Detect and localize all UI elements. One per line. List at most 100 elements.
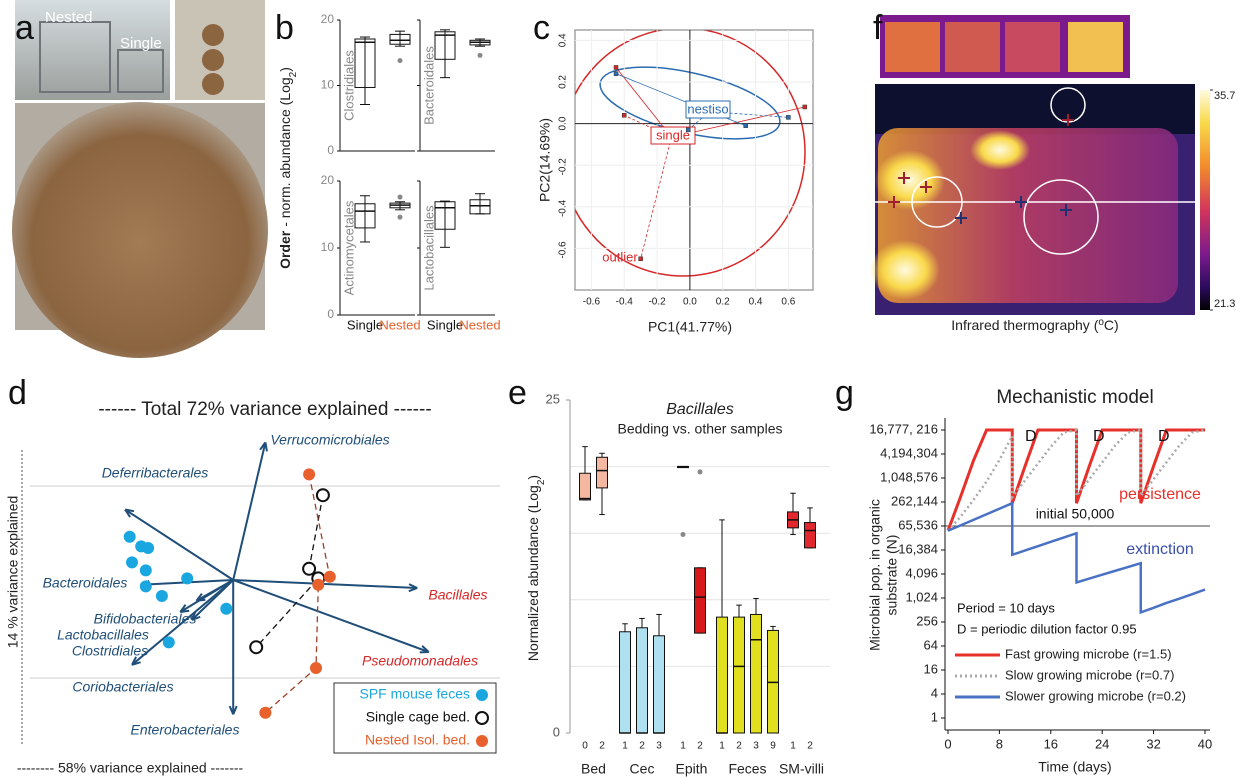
x-tick-label: 0 [944, 736, 951, 751]
y-tick-label: 0 [327, 307, 334, 321]
thermal-box [1068, 22, 1123, 72]
annotation: extinction [1126, 541, 1194, 558]
thermal-dark [875, 84, 1195, 134]
point [124, 531, 136, 543]
panel-letter: a [15, 9, 34, 47]
subplot-name: Actinomycetales [341, 200, 356, 295]
outlier [398, 215, 403, 220]
arrow-label: Bacillales [428, 587, 487, 603]
y-axis-label: Microbial pop. in organic [867, 499, 883, 651]
legend-label: Slower growing microbe (r=0.2) [1005, 688, 1186, 703]
sample-label: 1 [719, 741, 725, 752]
y-tick-label: 25 [546, 391, 560, 406]
ball [202, 49, 224, 71]
sample-label: 3 [656, 741, 662, 752]
sample-label: 2 [697, 741, 703, 752]
point [614, 65, 618, 69]
y-tick-label: 20 [321, 12, 335, 26]
point [303, 563, 315, 575]
legend-label: SPF mouse feces [360, 686, 471, 702]
point [639, 257, 643, 261]
annotation: initial 50,000 [1036, 506, 1115, 522]
y-tick-label: 4,194,304 [880, 445, 938, 460]
y-tick-label: 4 [931, 685, 938, 700]
sample-label: 2 [807, 741, 813, 752]
y-axis-label: 14 % variance explained [5, 496, 21, 649]
y-tick-label: 16 [924, 661, 938, 676]
annotation: D = periodic dilution factor 0.95 [957, 621, 1137, 636]
sample-label: 1 [790, 741, 796, 752]
chart-title: Bacillales [666, 401, 734, 418]
subplot-name: Lactobacillales [421, 205, 436, 291]
y-tick-label: 0 [553, 724, 560, 739]
x-axis-label: PC1(41.77%) [648, 319, 732, 335]
sample-label: 2 [599, 741, 605, 752]
annotation: D [1093, 428, 1105, 445]
y-tick-label: 256 [916, 613, 938, 628]
group-label: Bed [581, 761, 606, 777]
subplot-name: Bacteroidales [421, 46, 436, 125]
y-label-part: Normalized abundance (Log [525, 485, 541, 661]
loading-arrow [233, 580, 429, 652]
y-tick-label: 0.0 [558, 116, 569, 130]
group-label: Epith [676, 761, 708, 777]
panel-f-image [870, 15, 1210, 315]
point [126, 556, 138, 568]
outlier [698, 469, 703, 474]
arrow-label: Coriobacteriales [72, 679, 173, 695]
page: { "panel_labels": ["a", "b", "c", "d", "… [0, 0, 1237, 777]
y-tick-label: 1 [931, 709, 938, 724]
y-tick-label: 262,144 [891, 493, 938, 508]
x-tick-label: 24 [1095, 736, 1109, 751]
arrow-label: Bacteroidales [43, 575, 128, 591]
dish [12, 102, 268, 358]
thermal-box [1005, 22, 1060, 72]
legend-marker [476, 735, 488, 747]
annotation: persistence [1119, 486, 1201, 503]
point [140, 580, 152, 592]
x-tick-label: Nested [459, 317, 500, 332]
ellipse-single [561, 28, 805, 276]
point [156, 590, 168, 602]
x-tick-label: 16 [1044, 736, 1058, 751]
colorbar [1200, 90, 1210, 310]
photo-label: Single [120, 35, 162, 52]
series-label: nestiso [687, 101, 728, 116]
point [140, 564, 152, 576]
y-tick-label: 10 [321, 240, 335, 254]
group-label: Cec [630, 761, 655, 777]
arrow-label: Lactobacillales [57, 627, 149, 643]
box [620, 632, 631, 733]
y-tick-label: -0.4 [558, 199, 569, 217]
arrow-label: Pseudomonadales [362, 653, 478, 669]
point [786, 115, 790, 119]
x-tick-label: Single [347, 317, 383, 332]
annotation: Period = 10 days [957, 600, 1055, 615]
y-label-part: Order [277, 230, 293, 269]
x-tick-label: -0.6 [583, 297, 601, 308]
group-label: Feces [728, 761, 766, 777]
panel-letter: d [8, 374, 27, 412]
outlier [398, 195, 403, 200]
point [312, 579, 324, 591]
loading-arrow [233, 442, 265, 580]
y-tick-label: -0.6 [558, 241, 569, 259]
annotation: D [1158, 428, 1170, 445]
outlier [478, 53, 483, 58]
point [686, 128, 690, 132]
x-tick-label: -0.2 [648, 297, 666, 308]
point [614, 72, 618, 76]
box [717, 617, 728, 733]
box [734, 617, 745, 733]
point [259, 707, 271, 719]
caption-part: Infrared thermography ( [951, 317, 1098, 333]
y-label-part: ) [525, 475, 541, 480]
x-tick-label: -0.4 [616, 297, 634, 308]
pca-ellipses [561, 28, 805, 276]
x-tick-label: 0.0 [683, 297, 697, 308]
panel-a-photos [12, 0, 268, 358]
y-tick-label: -0.2 [558, 158, 569, 176]
x-tick-label: 0.2 [716, 297, 730, 308]
y-tick-label: 16,384 [898, 541, 938, 556]
box [580, 473, 591, 500]
